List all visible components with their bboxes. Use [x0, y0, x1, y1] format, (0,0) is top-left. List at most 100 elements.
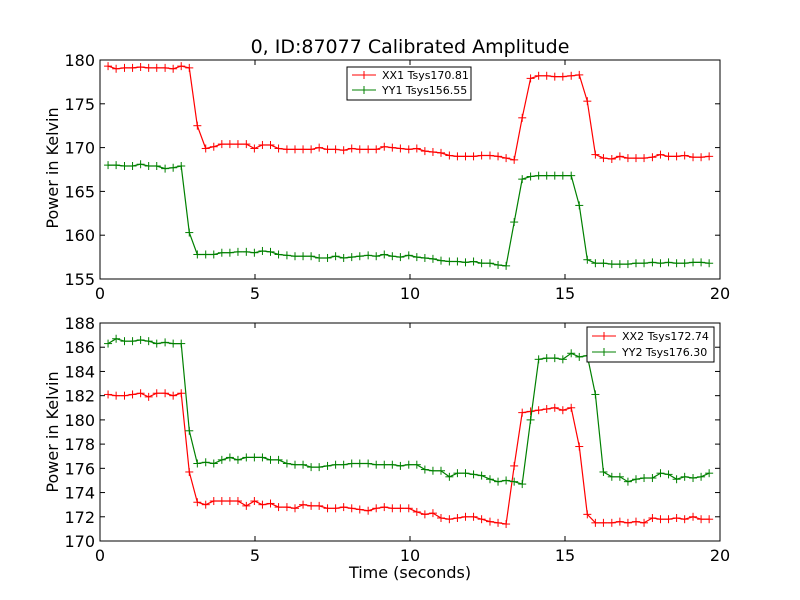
bottom-series-1-point [461, 469, 470, 478]
top-series-1-point [282, 251, 291, 260]
bottom-series-1-point [705, 469, 714, 478]
bottom-series-1-point [339, 460, 348, 469]
top-series-1-point [185, 228, 194, 237]
top-series-0-point [631, 154, 640, 163]
bottom-series-1-point [201, 458, 210, 467]
top-series-1-point [542, 171, 551, 180]
bottom-series-1-point [177, 339, 186, 348]
bottom-series-1-point [680, 472, 689, 481]
bottom-series-1-point [266, 455, 275, 464]
bottom-series-0-point [534, 406, 543, 415]
bottom-y-axis-label: Power in Kelvin [43, 371, 62, 492]
top-series-0-point [542, 71, 551, 80]
top-series-1-point [201, 250, 210, 259]
bottom-series-0-point [380, 503, 389, 512]
bottom-series-1-point [631, 475, 640, 484]
bottom-series-1-point [250, 453, 259, 462]
top-x-tick-label: 10 [400, 284, 420, 303]
top-legend-box [346, 66, 472, 101]
bottom-series-0-point [477, 515, 486, 524]
bottom-series-1-point [640, 474, 649, 483]
bottom-series-0-point [388, 504, 397, 513]
bottom-series-0-point [689, 512, 698, 521]
top-series-0-point [169, 64, 178, 73]
bottom-series-1-point [477, 471, 486, 480]
top-x-tick-label: 0 [95, 284, 105, 303]
top-series-0-point [355, 145, 364, 154]
bottom-series-0-point [282, 503, 291, 512]
top-series-1-point [372, 252, 381, 261]
bottom-series-0-point [339, 503, 348, 512]
top-series-1-point [502, 261, 511, 270]
bottom-series-1-point [518, 480, 527, 489]
bottom-series-0-point [615, 517, 624, 526]
bottom-y-tick-label: 182 [64, 387, 95, 406]
top-series-1-point [583, 255, 592, 264]
top-series-1-point [591, 259, 600, 268]
top-series-1-point [307, 252, 316, 261]
top-series-1-point [558, 171, 567, 180]
top-series-1-point [494, 260, 503, 269]
top-series-0-point [705, 152, 714, 161]
top-series-1-point [526, 172, 535, 181]
bottom-series-1-point [225, 453, 234, 462]
top-series-1-point [689, 258, 698, 267]
bottom-series-0-point [485, 517, 494, 526]
top-x-tick-label: 5 [250, 284, 260, 303]
top-series-0-point [258, 140, 267, 149]
top-series-1-point [364, 251, 373, 260]
top-series-0-point [689, 153, 698, 162]
top-series-1-point [258, 246, 267, 255]
top-series-0-point [697, 153, 706, 162]
bottom-series-1-point [274, 455, 283, 464]
bottom-series-0-point [412, 507, 421, 516]
top-series-0-point [428, 147, 437, 156]
bottom-series-0-point [347, 504, 356, 513]
top-series-0-point [299, 145, 308, 154]
top-series-0-point [558, 72, 567, 81]
bottom-series-0-point [664, 515, 673, 524]
bottom-series-1-point [258, 453, 267, 462]
top-series-1-point [104, 161, 113, 170]
chart-title: 0, ID:87077 Calibrated Amplitude [251, 36, 570, 58]
top-series-0-point [282, 145, 291, 154]
bottom-series-0-point [420, 510, 429, 519]
top-series-1-point [331, 252, 340, 261]
top-series-1-point [615, 260, 624, 269]
bottom-series-0-point [623, 518, 632, 527]
top-series-0-point [396, 144, 405, 153]
bottom-series-0-point [355, 505, 364, 514]
top-y-tick-label: 175 [64, 95, 95, 114]
bottom-series-0-point [120, 391, 129, 400]
top-series-0-point [615, 152, 624, 161]
bottom-y-tick-label: 170 [64, 532, 95, 551]
bottom-series-1-point [112, 334, 121, 343]
bottom-series-0-point [152, 389, 161, 398]
bottom-series-0-point [266, 499, 275, 508]
top-series-0-point [680, 151, 689, 160]
top-series-0-point [591, 150, 600, 159]
bottom-series-1-point [550, 354, 559, 363]
bottom-series-0-point [193, 498, 202, 507]
bottom-y-tick-label: 186 [64, 338, 95, 357]
top-series-1-point [355, 252, 364, 261]
bottom-series-1-point [209, 459, 218, 468]
bottom-series-1-point [591, 390, 600, 399]
bottom-series-0-point [404, 504, 413, 513]
top-series-1-point [209, 250, 218, 259]
top-series-1-point [623, 260, 632, 269]
bottom-series-1-point [290, 460, 299, 469]
top-series-1-point [534, 171, 543, 180]
top-series-0-point [364, 145, 373, 154]
bottom-series-0-point [372, 504, 381, 513]
bottom-series-0-point [169, 391, 178, 400]
bottom-y-tick-label: 176 [64, 459, 95, 478]
bottom-series-1-point [623, 477, 632, 486]
bottom-series-1-point [689, 474, 698, 483]
top-series-1-point [250, 248, 259, 257]
bottom-series-1-point [120, 337, 129, 346]
top-series-0-point [193, 121, 202, 130]
top-series-0-point [412, 144, 421, 153]
top-y-tick-label: 180 [64, 51, 95, 70]
top-series-0-point [477, 151, 486, 160]
